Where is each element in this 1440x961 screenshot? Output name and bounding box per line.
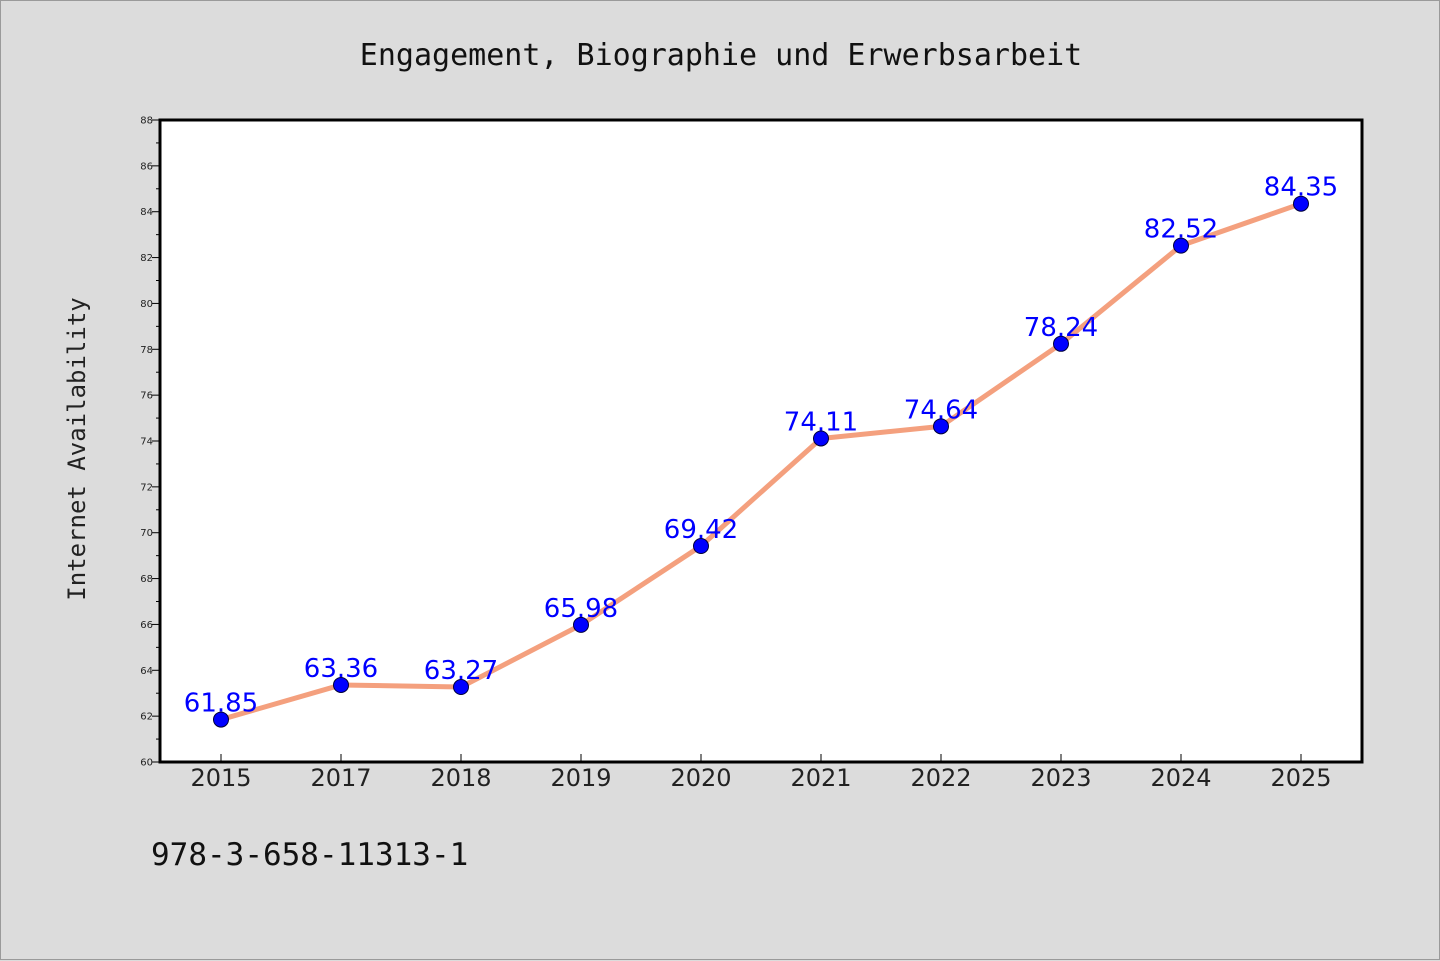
data-point-marker: [1053, 335, 1069, 352]
y-tick-label: 86: [140, 161, 153, 172]
data-label: 74.11: [784, 407, 858, 437]
x-tick-label: 2022: [910, 764, 971, 792]
y-tick-label: 88: [140, 116, 153, 127]
x-tick-label: 2023: [1030, 764, 1091, 792]
y-tick-label: 64: [140, 666, 153, 677]
x-tick-label: 2024: [1150, 764, 1211, 792]
x-tick-label: 2015: [190, 764, 251, 792]
data-label: 69.42: [664, 515, 738, 545]
y-tick-label: 66: [140, 620, 153, 631]
data-label: 84.35: [1264, 173, 1338, 203]
data-point-marker: [1173, 237, 1189, 254]
y-tick-label: 80: [140, 299, 153, 310]
y-axis-label: Internet Availability: [63, 297, 91, 600]
x-tick-label: 2017: [310, 764, 371, 792]
data-point-marker: [213, 711, 229, 728]
y-tick-label: 82: [140, 253, 153, 264]
x-tick-label: 2021: [790, 764, 851, 792]
data-label: 82.52: [1144, 215, 1218, 245]
y-tick-label: 72: [140, 482, 153, 493]
y-tick-label: 74: [140, 437, 153, 448]
data-point-marker: [573, 616, 589, 633]
series-layer: [213, 195, 1309, 728]
y-tick-label: 78: [140, 345, 153, 356]
data-label: 65.98: [544, 594, 618, 624]
y-tick-label: 60: [140, 758, 153, 769]
y-tick-label: 68: [140, 574, 153, 585]
isbn-text: 978-3-658-11313-1: [151, 837, 468, 873]
y-axis-ticks: 60 62 64 66 68 70 72 74 76 78 80 82 84 86 88: [140, 116, 160, 769]
x-tick-label: 2018: [430, 764, 491, 792]
data-point-marker: [813, 430, 829, 447]
y-tick-label: 62: [140, 712, 153, 723]
x-tick-label: 2020: [670, 764, 731, 792]
data-point-marker: [1293, 195, 1309, 212]
data-point-marker: [453, 679, 469, 696]
data-labels-layer: 61.85 63.36 63.27 65.98 69.42 74.11 74.64 78.24…: [184, 173, 1338, 719]
y-tick-label: 84: [140, 207, 153, 218]
x-axis-ticks: 2015 2017 2018 2019 2020 2021 2022 2023 2024 2025: [190, 754, 1332, 792]
data-point-marker: [333, 676, 349, 693]
y-tick-label: 76: [140, 391, 153, 402]
data-label: 61.85: [184, 689, 258, 719]
data-label: 63.27: [424, 656, 498, 686]
data-label: 74.64: [904, 395, 978, 425]
data-point-marker: [693, 538, 709, 555]
data-point-marker: [933, 418, 949, 435]
data-label: 78.24: [1024, 313, 1098, 343]
chart-title: Engagement, Biographie und Erwerbsarbeit: [360, 38, 1082, 73]
plot-area: [158, 118, 1364, 764]
x-tick-label: 2025: [1270, 764, 1331, 792]
data-label: 63.36: [304, 654, 378, 684]
y-tick-label: 70: [140, 528, 153, 539]
series-line: [218, 201, 1304, 723]
x-tick-label: 2019: [550, 764, 611, 792]
